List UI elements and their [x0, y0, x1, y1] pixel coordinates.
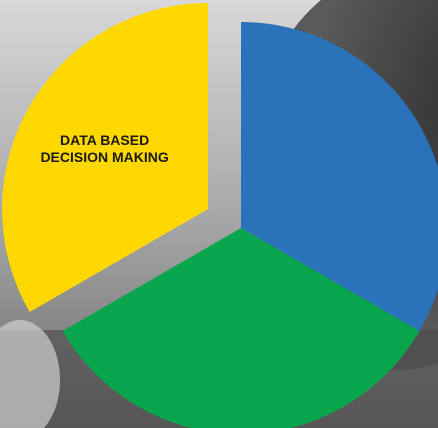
- chart: [0, 0, 438, 428]
- slice-label: DATA BASED DECISION MAKING: [35, 132, 175, 166]
- slide: DATA BASED DECISION MAKING: [0, 0, 438, 428]
